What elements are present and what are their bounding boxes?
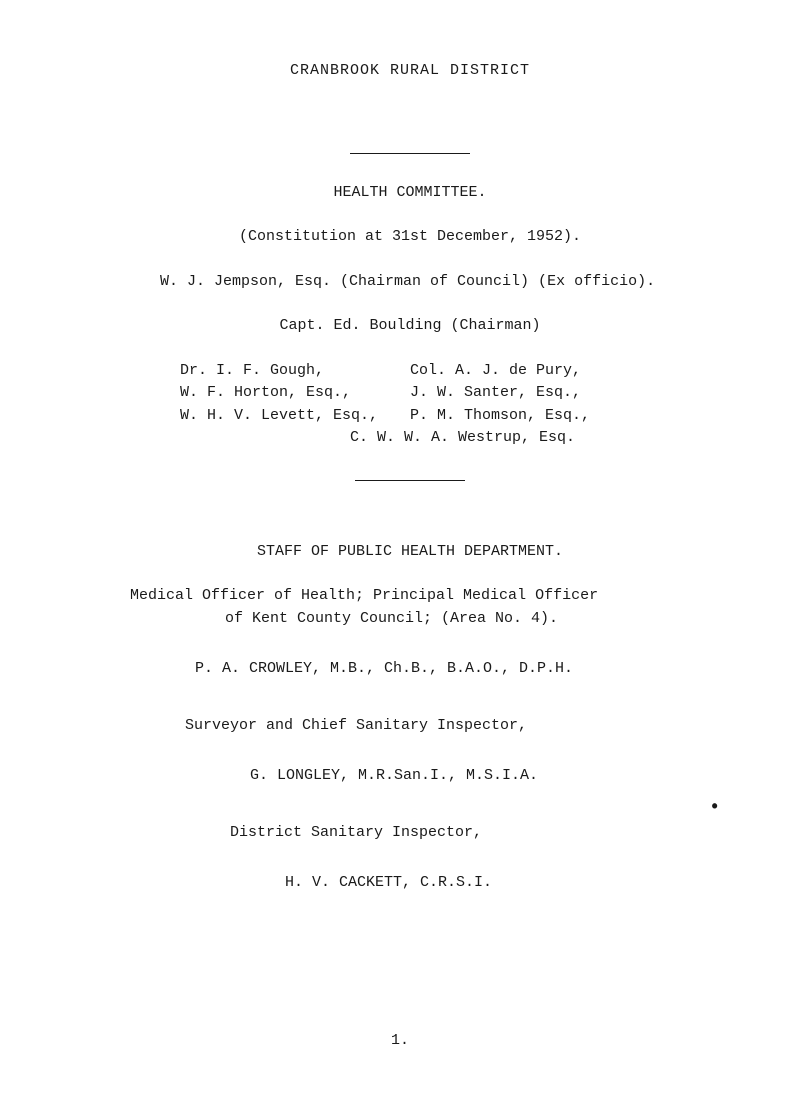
capt-line: Capt. Ed. Boulding (Chairman) xyxy=(90,315,730,338)
members-block: Dr. I. F. Gough, Col. A. J. de Pury, W. … xyxy=(180,360,730,450)
page-number: 1. xyxy=(391,1030,409,1053)
chairman-line: W. J. Jempson, Esq. (Chairman of Council… xyxy=(160,271,730,294)
constitution-line: (Constitution at 31st December, 1952). xyxy=(90,226,730,249)
decorative-dot: • xyxy=(709,795,720,822)
member-left: Dr. I. F. Gough, xyxy=(180,360,410,383)
member-westrup: C. W. W. A. Westrup, Esq. xyxy=(350,427,730,450)
medical-line1: Medical Officer of Health; Principal Med… xyxy=(130,585,730,608)
document-title: CRANBROOK RURAL DISTRICT xyxy=(90,60,730,83)
member-row: W. F. Horton, Esq., J. W. Santer, Esq., xyxy=(180,382,730,405)
member-left: W. F. Horton, Esq., xyxy=(180,382,410,405)
surveyor-line: Surveyor and Chief Sanitary Inspector, xyxy=(185,715,730,738)
medical-officer-block: Medical Officer of Health; Principal Med… xyxy=(130,585,730,630)
member-row: W. H. V. Levett, Esq., P. M. Thomson, Es… xyxy=(180,405,730,428)
member-row: Dr. I. F. Gough, Col. A. J. de Pury, xyxy=(180,360,730,383)
member-right: Col. A. J. de Pury, xyxy=(410,360,730,383)
member-right: J. W. Santer, Esq., xyxy=(410,382,730,405)
crowley-line: P. A. CROWLEY, M.B., Ch.B., B.A.O., D.P.… xyxy=(195,658,730,681)
divider-mid xyxy=(355,480,465,481)
medical-line2: of Kent County Council; (Area No. 4). xyxy=(225,608,730,631)
committee-heading: HEALTH COMMITTEE. xyxy=(90,182,730,205)
staff-heading: STAFF OF PUBLIC HEALTH DEPARTMENT. xyxy=(90,541,730,564)
longley-line: G. LONGLEY, M.R.San.I., M.S.I.A. xyxy=(250,765,730,788)
cackett-line: H. V. CACKETT, C.R.S.I. xyxy=(285,872,730,895)
divider-top xyxy=(350,153,470,154)
member-left: W. H. V. Levett, Esq., xyxy=(180,405,410,428)
member-right: P. M. Thomson, Esq., xyxy=(410,405,730,428)
district-line: District Sanitary Inspector, xyxy=(230,822,730,845)
